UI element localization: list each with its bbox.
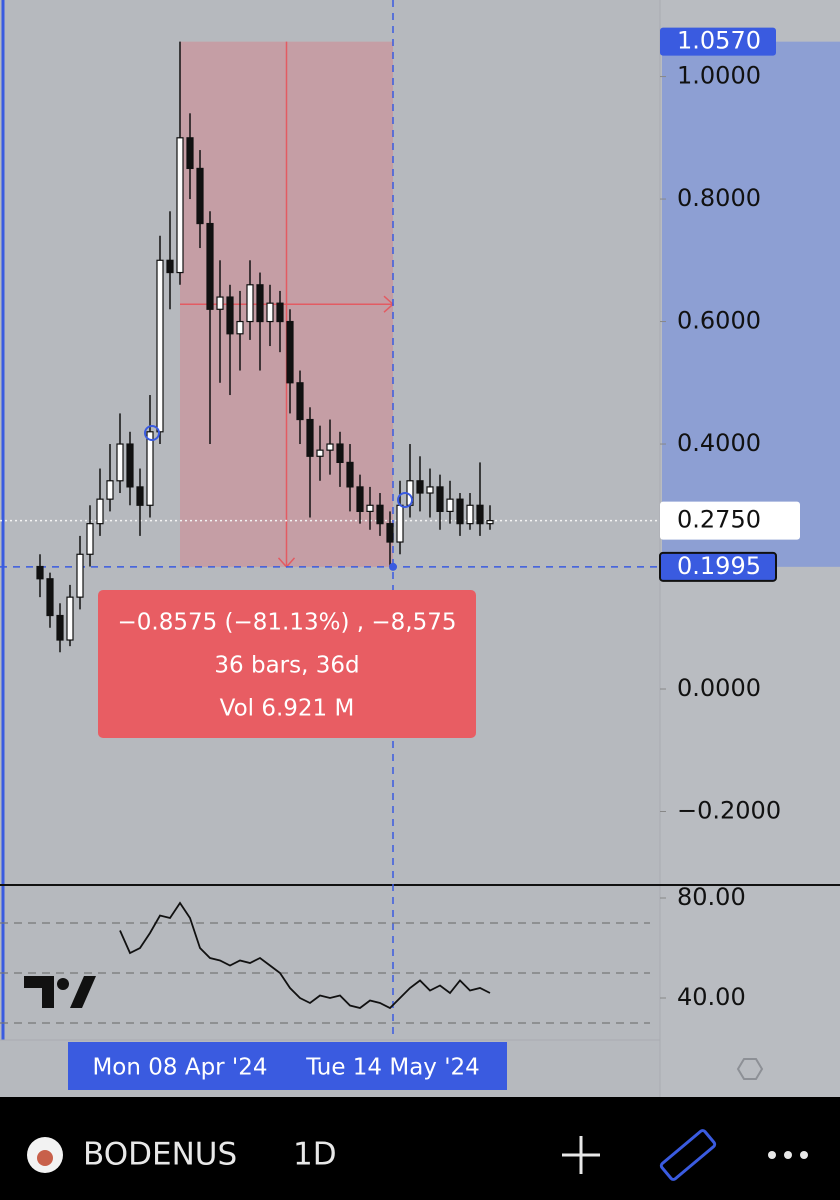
avatar-face xyxy=(37,1150,53,1166)
candle-body xyxy=(306,418,314,457)
candle-body xyxy=(166,259,174,274)
range-highlight xyxy=(662,41,840,567)
candle-body xyxy=(466,504,474,525)
candle-body xyxy=(46,578,54,617)
y-tick-label: 0.4000 xyxy=(677,429,761,457)
candle-body xyxy=(446,498,454,513)
last-price-tag xyxy=(660,501,800,540)
measure-tooltip xyxy=(98,590,476,738)
y-tick-label: 0.8000 xyxy=(677,184,761,212)
rsi-line xyxy=(119,901,491,1010)
measure-text: Vol 6.921 M xyxy=(220,696,355,722)
measure-text: 36 bars, 36d xyxy=(214,653,359,679)
date-label: Tue 14 May '24 xyxy=(305,1055,480,1081)
interval[interactable]: 1D xyxy=(293,1137,337,1173)
candle-body xyxy=(86,523,94,555)
candle-body xyxy=(176,137,184,274)
candle-body xyxy=(476,504,484,525)
candle-body xyxy=(356,486,364,513)
candle-body xyxy=(266,302,274,323)
range-low-tag-label: 0.1995 xyxy=(677,552,761,580)
candle-body xyxy=(326,443,334,451)
crosshair-dot xyxy=(389,562,397,571)
measure-tool-button[interactable] xyxy=(659,1129,717,1181)
candle-body xyxy=(206,222,214,310)
date-label: Mon 08 Apr '24 xyxy=(92,1055,267,1081)
candle-body xyxy=(76,553,84,598)
candle-body xyxy=(436,486,444,513)
date-range-tag xyxy=(68,1042,507,1090)
rsi-tick-label: 80.00 xyxy=(677,883,746,911)
measure-handle xyxy=(144,425,160,441)
rsi-tick-label: 40.00 xyxy=(677,983,746,1011)
candle-body xyxy=(156,259,164,433)
candle-body xyxy=(416,480,424,494)
y-tick-label: 1.0000 xyxy=(677,62,761,90)
candle-body xyxy=(316,449,324,457)
candle-body xyxy=(376,504,384,525)
add-button[interactable] xyxy=(562,1136,600,1174)
settings-icon[interactable] xyxy=(736,1058,764,1080)
candle-body xyxy=(346,461,354,488)
candle-body xyxy=(116,443,124,482)
range-high-tag xyxy=(660,27,776,56)
more-button[interactable] xyxy=(768,1151,808,1159)
candle-body xyxy=(296,382,304,421)
candle-body xyxy=(246,284,254,323)
candle-body xyxy=(36,565,44,580)
candle-body xyxy=(136,486,144,506)
candle-body xyxy=(336,443,344,464)
candle-body xyxy=(146,431,154,506)
candle-body xyxy=(286,320,294,384)
candle-body xyxy=(456,498,464,525)
bottom-toolbar xyxy=(0,1097,840,1200)
candle-body xyxy=(196,167,204,225)
candle-body xyxy=(426,486,434,494)
candle-body xyxy=(226,296,234,335)
measure-text: −0.8575 (−81.13%) , −8,575 xyxy=(117,610,456,636)
candle-body xyxy=(256,284,264,323)
candle-body xyxy=(96,498,104,525)
candle-body xyxy=(56,614,64,641)
candle-body xyxy=(66,596,74,641)
range-low-tag xyxy=(659,551,777,582)
measure-handle xyxy=(397,492,413,508)
candle-body xyxy=(276,302,284,323)
candle-body xyxy=(486,519,494,525)
last-price-tag-label: 0.2750 xyxy=(677,506,761,534)
candle-body xyxy=(216,296,224,310)
candle-body xyxy=(366,504,374,513)
candle-body xyxy=(126,443,134,488)
y-tick-label: 0.0000 xyxy=(677,674,761,702)
candle-body xyxy=(396,504,404,543)
candle-body xyxy=(186,137,194,170)
candle-body xyxy=(236,320,244,335)
tv-logo xyxy=(24,976,96,1008)
candle-body xyxy=(106,480,114,500)
y-tick-label: 0.6000 xyxy=(677,307,761,335)
range-high-tag-label: 1.0570 xyxy=(677,27,761,55)
candle-body xyxy=(386,523,394,543)
y-tick-label: −0.2000 xyxy=(677,797,781,825)
symbol-name[interactable]: BODENUS xyxy=(83,1137,237,1173)
